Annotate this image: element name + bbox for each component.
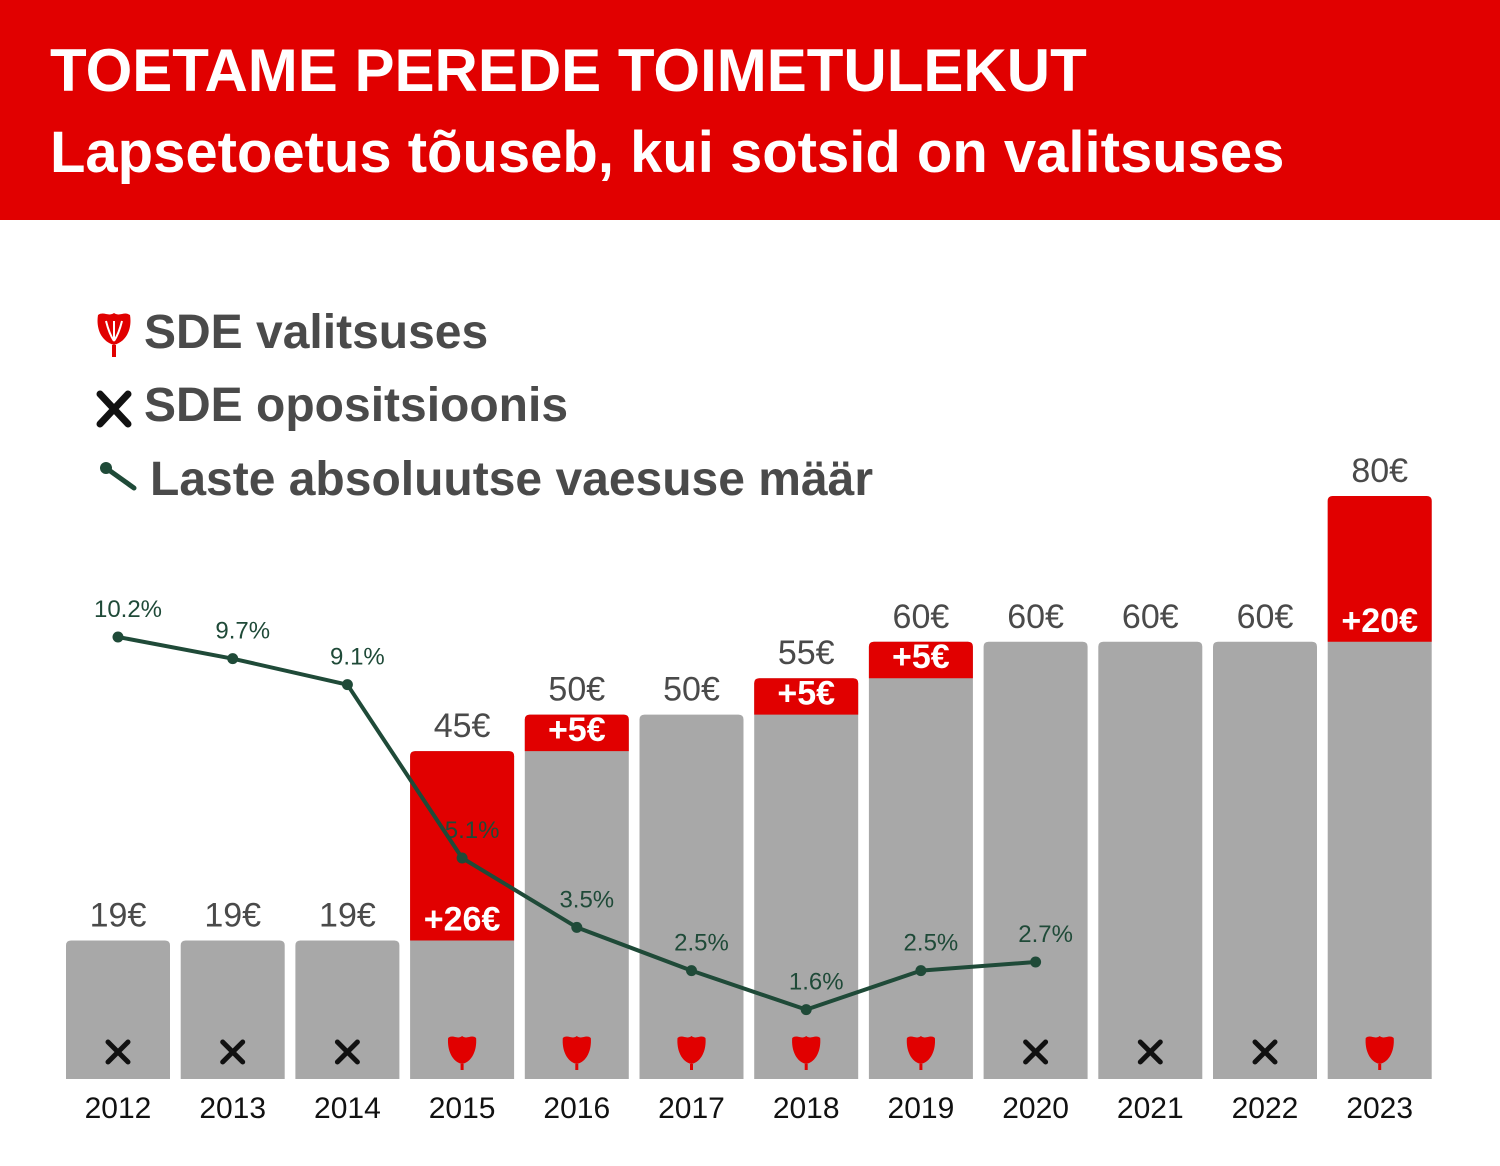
increase-label: +5€ — [892, 638, 950, 676]
poverty-point-label: 2.7% — [1018, 921, 1073, 948]
year-label: 2013 — [199, 1092, 266, 1125]
poverty-point — [800, 1004, 812, 1016]
year-label: 2014 — [314, 1092, 381, 1125]
year-label: 2012 — [85, 1092, 152, 1125]
increase-label: +5€ — [777, 675, 835, 713]
poverty-point-label: 2.5% — [674, 930, 729, 957]
legend-item-government: SDE valitsuses — [92, 305, 488, 360]
cross-icon — [96, 390, 132, 427]
cross-icon — [220, 1039, 246, 1065]
page-title: TOETAME PEREDE TOIMETULEKUT — [50, 37, 1087, 104]
cross-icon — [1137, 1039, 1163, 1065]
increase-segment-2018 — [754, 678, 859, 715]
rose-icon — [447, 1036, 477, 1064]
poverty-point-label: 9.7% — [215, 618, 270, 645]
increase-segment-2016 — [524, 714, 629, 752]
bar-2013 — [180, 940, 285, 1079]
bar-2014 — [295, 940, 400, 1079]
year-label: 2015 — [429, 1092, 496, 1125]
poverty-point — [1030, 956, 1042, 968]
bar-value-label: 19€ — [90, 897, 147, 935]
year-label: 2016 — [543, 1092, 610, 1125]
poverty-point-label: 5.1% — [445, 817, 500, 844]
increase-label: +5€ — [548, 711, 606, 749]
rose-icon — [906, 1036, 936, 1064]
bar-2017 — [639, 714, 744, 1079]
poverty-point-label: 9.1% — [330, 644, 385, 671]
cross-icon — [1252, 1039, 1278, 1065]
increase-segment-2019 — [868, 641, 973, 679]
poverty-point — [227, 653, 239, 665]
header-banner: TOETAME PEREDE TOIMETULEKUT Lapsetoetus … — [0, 0, 1500, 220]
cross-icon — [1023, 1039, 1049, 1065]
poverty-point — [112, 631, 124, 643]
rose-icon — [792, 1036, 821, 1064]
bar-value-label: 60€ — [1237, 598, 1294, 636]
poverty-point — [915, 965, 927, 977]
legend-item-poverty: Laste absoluutse vaesuse määr — [98, 452, 873, 507]
bar-2018 — [754, 678, 859, 1079]
bar-value-label: 19€ — [319, 897, 376, 935]
bar-2019 — [868, 641, 973, 1079]
rose-icon — [1365, 1036, 1394, 1064]
cross-icon — [105, 1039, 131, 1065]
year-label: 2018 — [773, 1092, 840, 1125]
bar-2012 — [66, 940, 170, 1079]
poverty-point — [686, 965, 697, 977]
legend-label-government: SDE valitsuses — [144, 306, 489, 359]
year-label: 2019 — [888, 1092, 955, 1125]
bar-value-label: 45€ — [434, 707, 491, 745]
line-marker-icon — [100, 461, 137, 490]
year-label: 2020 — [1002, 1092, 1069, 1125]
rose-icon — [677, 1036, 706, 1064]
bar-2022 — [1213, 641, 1317, 1079]
page-subtitle: Lapsetoetus tõuseb, kui sotsid on valits… — [50, 120, 1285, 185]
increase-label: +20€ — [1341, 602, 1418, 640]
bar-2016 — [524, 714, 629, 1079]
year-label: 2017 — [658, 1092, 725, 1125]
year-label: 2021 — [1117, 1092, 1184, 1125]
cross-icon — [334, 1039, 360, 1065]
poverty-point — [341, 679, 353, 691]
rose-icon — [562, 1036, 591, 1064]
bar-value-label: 55€ — [778, 634, 835, 672]
increase-label: +26€ — [424, 901, 501, 939]
bar-value-label: 80€ — [1351, 452, 1408, 490]
poverty-point-label: 1.6% — [789, 969, 844, 996]
poverty-point-label: 10.2% — [94, 596, 162, 623]
poverty-point-label: 3.5% — [559, 886, 614, 913]
legend-label-opposition: SDE opositsioonis — [144, 379, 569, 432]
year-label: 2022 — [1232, 1092, 1299, 1125]
increase-segment-2015 — [410, 751, 515, 941]
bar-value-label: 60€ — [1007, 598, 1064, 636]
bar-value-label: 50€ — [548, 671, 605, 709]
increase-segment-2023 — [1327, 496, 1432, 642]
bar-2021 — [1098, 641, 1203, 1079]
bar-2020 — [983, 641, 1088, 1079]
year-label: 2023 — [1346, 1092, 1413, 1125]
poverty-point-label: 2.5% — [904, 930, 959, 957]
bar-value-label: 60€ — [893, 598, 950, 636]
bar-value-label: 60€ — [1122, 598, 1179, 636]
poverty-point — [571, 921, 583, 933]
legend-item-opposition: SDE opositsioonis — [92, 378, 568, 433]
bar-value-label: 19€ — [204, 897, 261, 935]
poverty-point — [456, 852, 468, 864]
legend-label-poverty: Laste absoluutse vaesuse määr — [150, 453, 874, 506]
rose-icon — [97, 312, 131, 357]
bar-value-label: 50€ — [663, 671, 720, 709]
